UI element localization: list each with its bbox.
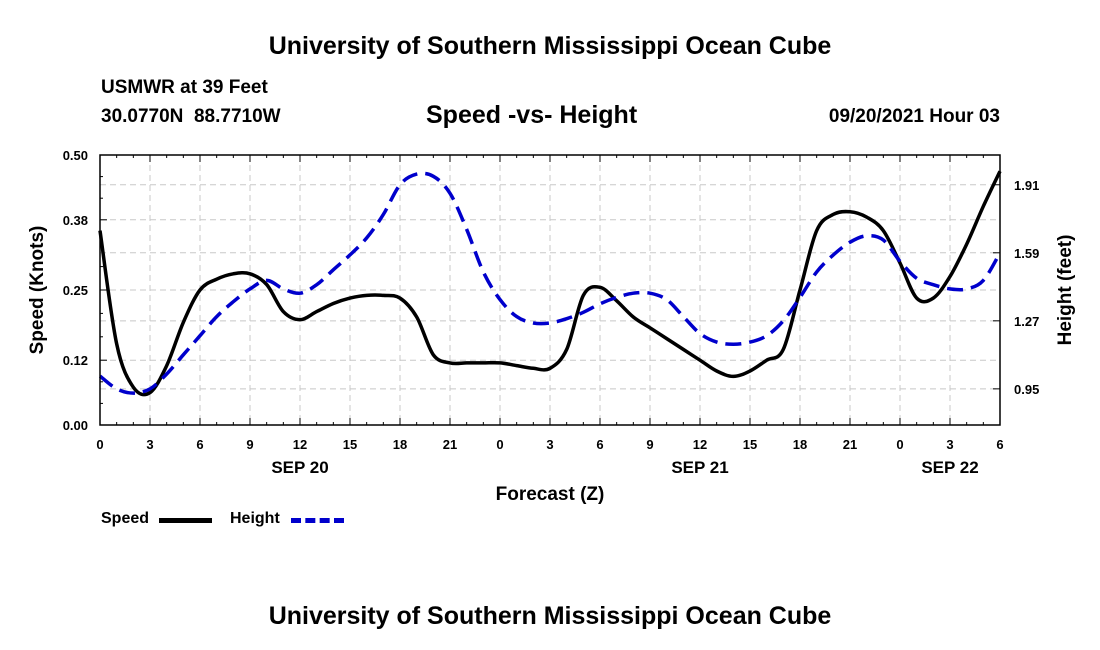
x-tick-label: 18: [393, 437, 407, 452]
date-label: SEP 20: [271, 458, 328, 477]
x-tick-label: 21: [443, 437, 457, 452]
page-title: University of Southern Mississippi Ocean…: [268, 32, 832, 60]
y2-axis-title: Height (feet): [1055, 235, 1076, 346]
x-tick-label: 3: [546, 437, 553, 452]
x-tick-label: 6: [996, 437, 1003, 452]
datetime-label: 09/20/2021 Hour 03: [828, 106, 1000, 127]
x-tick-label: 3: [946, 437, 953, 452]
x-axis-title: Forecast (Z): [496, 484, 605, 505]
chart-series: [98, 170, 1002, 397]
coordinates-label: 30.0770N 88.7710W: [101, 106, 281, 127]
y-tick-label: 0.00: [63, 418, 88, 433]
y2-tick-label: 1.59: [1014, 246, 1039, 261]
x-tick-label: 0: [96, 437, 103, 452]
footer-title: University of Southern Mississippi Ocean…: [268, 602, 832, 630]
x-tick-label: 9: [646, 437, 653, 452]
y2-tick-label: 0.95: [1014, 382, 1039, 397]
x-tick-label: 15: [743, 437, 757, 452]
y-tick-label: 0.38: [63, 213, 88, 228]
x-tick-label: 15: [343, 437, 357, 452]
x-tick-label: 0: [896, 437, 903, 452]
date-label: SEP 21: [671, 458, 728, 477]
x-tick-label: 6: [196, 437, 203, 452]
y-tick-label: 0.50: [63, 148, 88, 163]
chart-grid: [100, 155, 1000, 425]
y-axis-title: Speed (Knots): [27, 226, 48, 355]
y2-tick-label: 1.91: [1014, 178, 1039, 193]
legend-speed-label: Speed: [101, 510, 150, 527]
x-tick-label: 0: [496, 437, 503, 452]
y-tick-label: 0.25: [63, 283, 88, 298]
x-tick-label: 6: [596, 437, 603, 452]
date-label: SEP 22: [921, 458, 978, 477]
x-tick-label: 9: [246, 437, 253, 452]
legend-height-swatch: [291, 518, 344, 523]
x-tick-label: 21: [843, 437, 857, 452]
y2-tick-label: 1.27: [1014, 314, 1039, 329]
x-tick-label: 18: [793, 437, 807, 452]
x-tick-label: 3: [146, 437, 153, 452]
series-line-speed: [98, 170, 1002, 397]
legend-height-label: Height: [230, 510, 280, 527]
chart-ticks: 0 3 6 9 12 15 18 21 0 3 6 9 12 15 18 21 0 3 6 SEP 20 SEP 21 S…: [63, 148, 1040, 477]
chart-subtitle: Speed -vs- Height: [426, 101, 638, 129]
legend-speed-swatch: [159, 518, 212, 523]
station-label: USMWR at 39 Feet: [101, 77, 268, 98]
series-line-height: [98, 171, 1002, 395]
x-tick-label: 12: [693, 437, 707, 452]
x-tick-label: 12: [293, 437, 307, 452]
y-tick-label: 0.12: [63, 353, 88, 368]
